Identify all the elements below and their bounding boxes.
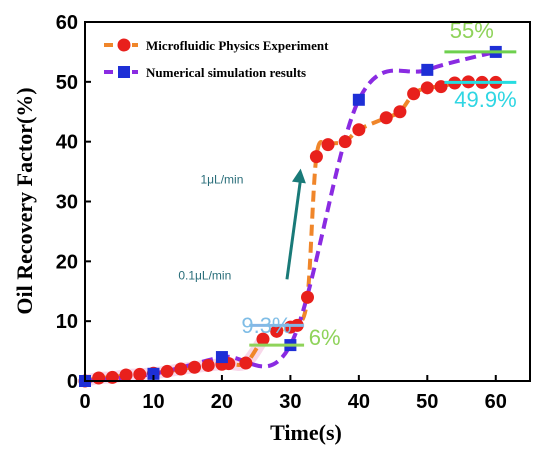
experiment-point — [434, 80, 448, 94]
series-layer — [78, 45, 503, 388]
reference-label: 9.3% — [241, 313, 291, 338]
experiment-point — [352, 123, 366, 137]
experiment-point — [379, 111, 393, 125]
experiment-point — [256, 332, 270, 346]
simulation-point — [215, 351, 228, 364]
experiment-point — [270, 324, 284, 338]
simulation-point — [147, 367, 160, 380]
legend-label: Microfluidic Physics Experiment — [146, 38, 329, 53]
experiment-point — [160, 364, 174, 378]
experiment-point — [301, 290, 314, 304]
y-axis-label: Oil Recovery Factor(%) — [12, 87, 37, 314]
legend-marker — [117, 38, 131, 52]
y-tick-label: 30 — [56, 192, 78, 214]
x-tick-label: 10 — [142, 391, 164, 413]
reference-label: 49.9% — [454, 87, 516, 112]
experiment-point — [133, 367, 147, 381]
flow-rate-label: 1μL/min — [200, 173, 243, 187]
x-axis-label: Time(s) — [270, 420, 342, 445]
axes: 0 10 20 30 40 50 60 0 10 20 30 40 50 60 — [56, 12, 531, 413]
y-tick-label: 0 — [67, 371, 78, 393]
x-tick-label: 60 — [485, 391, 507, 413]
y-tick-label: 40 — [56, 132, 78, 154]
simulation-point — [352, 93, 365, 106]
x-tick-label: 0 — [79, 391, 90, 413]
legend-label: Numerical simulation results — [146, 65, 306, 80]
y-tick-label: 10 — [56, 311, 78, 333]
experiment-point — [338, 135, 352, 149]
y-tick-label: 20 — [56, 251, 78, 273]
experiment-point — [188, 360, 202, 374]
experiment-point — [174, 362, 188, 376]
flow-rate-label: 0.1μL/min — [178, 268, 231, 282]
experiment-point — [92, 371, 106, 385]
arrow-head — [291, 168, 306, 184]
reference-label: 6% — [309, 325, 341, 350]
experiment-point — [407, 87, 421, 101]
x-tick-label: 30 — [279, 391, 301, 413]
experiment-point — [321, 138, 335, 152]
experiment-point — [119, 368, 133, 382]
x-tick-label: 50 — [416, 391, 438, 413]
legend: Microfluidic Physics Experiment Numerical… — [104, 38, 329, 80]
x-tick-label: 20 — [211, 391, 233, 413]
y-tick-label: 50 — [56, 72, 78, 94]
simulation-point — [421, 63, 434, 76]
experiment-point — [201, 358, 215, 372]
arrow-shaft — [285, 178, 303, 280]
experiment-point — [239, 356, 253, 370]
experiment-point — [393, 105, 407, 119]
y-tick-label: 60 — [56, 12, 78, 34]
legend-marker — [118, 66, 130, 78]
experiment-point — [420, 81, 434, 95]
experiment-point — [309, 150, 323, 164]
x-tick-label: 40 — [348, 391, 370, 413]
